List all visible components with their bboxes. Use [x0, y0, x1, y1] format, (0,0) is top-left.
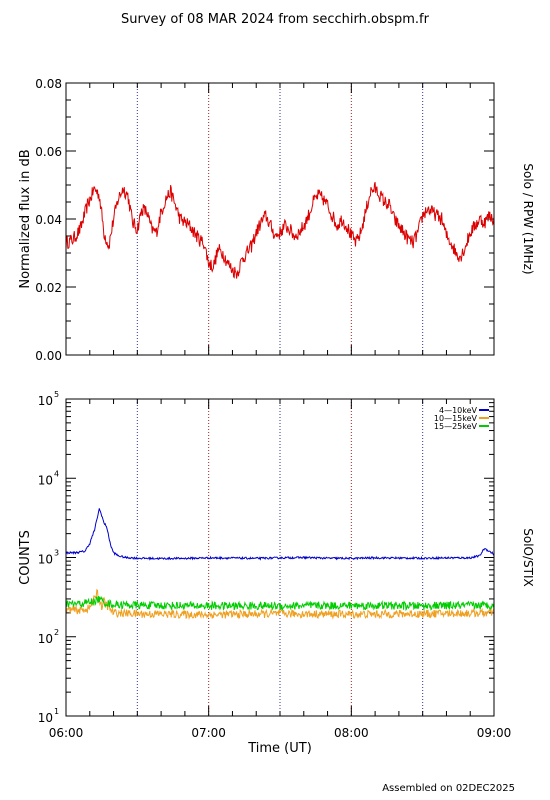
- x-tick-label: 07:00: [191, 726, 226, 740]
- instrument-label: Solo / RPW (1MHz): [521, 163, 535, 274]
- legend-label: 4—10keV: [439, 406, 478, 415]
- rpw-flux-panel: 0.00 0.02 0.04 0.06 0.08 Normalized flux in d…: [18, 77, 535, 363]
- legend-label: 15—25keV: [434, 422, 478, 431]
- y-tick-exponent: 1: [54, 707, 59, 716]
- y-tick-label: 10: [38, 394, 53, 408]
- plot-frame: [65, 82, 495, 356]
- y-tick-exponent: 2: [54, 628, 59, 637]
- y-tick-exponent: 3: [54, 549, 59, 558]
- y-tick-label: 0.02: [35, 281, 62, 295]
- y-tick-label: 0.08: [35, 77, 62, 91]
- y-axis-label: COUNTS: [18, 530, 33, 585]
- legend-label: 10—15keV: [434, 414, 478, 423]
- y-tick-exponent: 4: [54, 469, 59, 478]
- series-line-1525keV: [65, 595, 495, 612]
- y-tick-label: 10: [38, 711, 53, 725]
- x-tick-label: 09:00: [477, 726, 512, 740]
- series-line-1015keV: [65, 588, 495, 620]
- x-tick-label: 06:00: [49, 726, 84, 740]
- plot-frame: [65, 398, 495, 717]
- y-tick-label: 0.04: [35, 213, 62, 227]
- y-tick-label: 0.06: [35, 145, 62, 159]
- y-tick-label: 0.00: [35, 349, 62, 363]
- y-axis-label: Normalized flux in dB: [18, 149, 33, 288]
- figure-title: Survey of 08 MAR 2024 from secchirh.obsp…: [121, 12, 430, 27]
- y-tick-label: 10: [38, 553, 53, 567]
- series-line-410keV: [65, 508, 495, 561]
- instrument-label: SolO/STIX: [521, 528, 535, 587]
- x-axis-label: Time (UT): [247, 741, 312, 756]
- y-tick-label: 10: [38, 632, 53, 646]
- y-tick-label: 10: [38, 473, 53, 487]
- flux-series-line: [65, 182, 495, 279]
- assembled-footer: Assembled on 02DEC2025: [382, 783, 515, 794]
- y-tick-exponent: 5: [54, 390, 59, 399]
- x-tick-label: 08:00: [334, 726, 369, 740]
